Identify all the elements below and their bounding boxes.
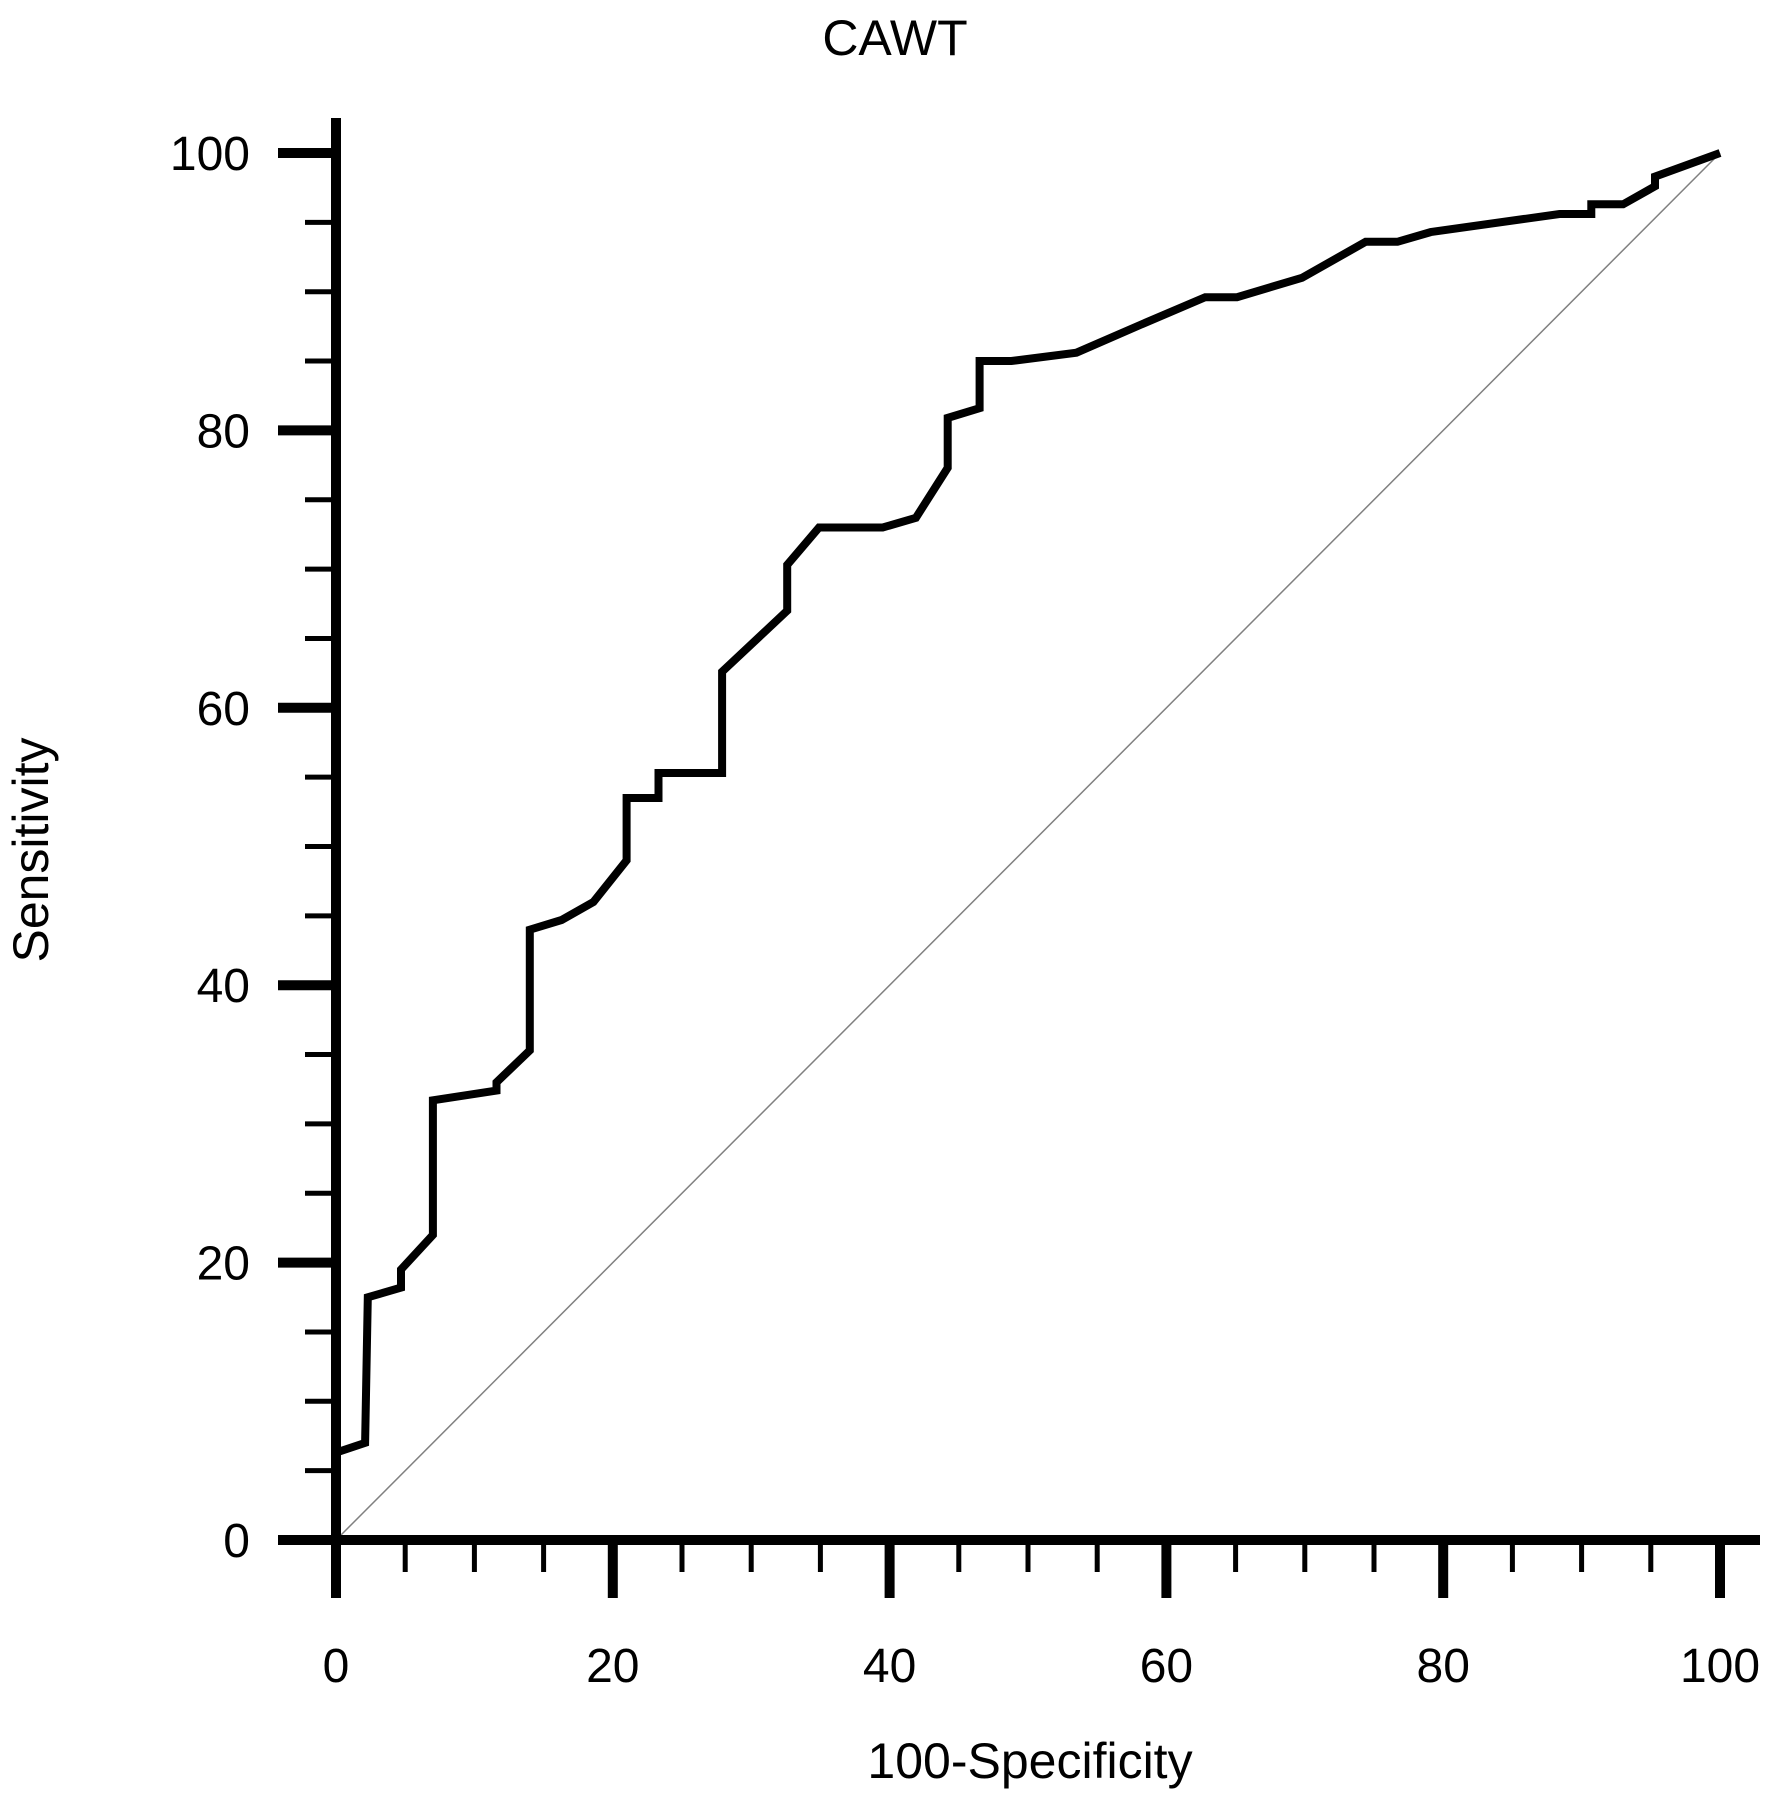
reference-line-layer: [335, 152, 1721, 1541]
x-tick-label: 60: [1140, 1640, 1193, 1693]
y-tick-label: 20: [197, 1238, 250, 1291]
x-axis-title: 100-Specificity: [867, 1733, 1192, 1789]
y-tick-label: 100: [170, 128, 250, 181]
roc-curve-layer: [332, 149, 1722, 1540]
x-tick-label: 100: [1680, 1640, 1760, 1693]
x-axis-ticks: 0 20 40 60 80 100: [323, 1540, 1760, 1693]
chart-title: CAWT: [822, 10, 967, 66]
x-tick-label: 40: [863, 1640, 916, 1693]
y-tick-label: 0: [223, 1515, 250, 1568]
x-tick-label: 20: [586, 1640, 639, 1693]
y-axis-title: Sensitivity: [3, 737, 59, 962]
y-tick-label: 80: [197, 405, 250, 458]
y-tick-label: 60: [197, 683, 250, 736]
y-tick-label: 40: [197, 960, 250, 1013]
reference-diagonal-line: [335, 152, 1721, 1541]
y-axis-ticks: 0 20 40 60 80 100: [170, 128, 336, 1568]
x-tick-label: 80: [1417, 1640, 1470, 1693]
x-tick-label: 0: [323, 1640, 350, 1693]
roc-curve-line: [332, 149, 1722, 1540]
